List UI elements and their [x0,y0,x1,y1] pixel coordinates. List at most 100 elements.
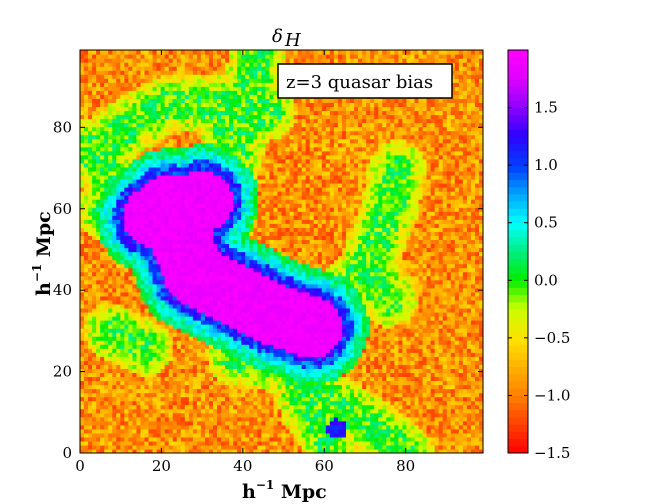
heatmap-cell [156,428,162,434]
heatmap-cell [160,428,166,434]
heatmap-cell [474,356,480,361]
heatmap-cell [430,283,436,289]
heatmap-cell [152,412,158,418]
heatmap-cell [188,408,194,414]
heatmap-cell [208,328,214,333]
heatmap-cell [337,279,343,285]
heatmap-cell [454,356,460,361]
heatmap-cell [164,303,170,309]
heatmap-cell [289,404,295,410]
heatmap-cell [237,384,242,390]
heatmap-cell [354,412,359,418]
heatmap-cell [108,283,113,289]
heatmap-cell [402,436,408,442]
heatmap-cell [261,416,266,422]
heatmap-cell [458,299,464,305]
heatmap-cell [418,400,424,406]
heatmap-cell [398,259,403,265]
heatmap-cell [470,400,476,406]
heatmap-cell [225,400,230,406]
heatmap-cell [196,392,202,398]
heatmap-cell [112,432,117,438]
heatmap-cell [378,376,383,382]
heatmap-cell [309,412,315,418]
heatmap-cell [120,388,125,394]
heatmap-cell [333,324,339,329]
heatmap-cell [84,287,89,293]
heatmap-cell [212,287,218,293]
heatmap-cell [281,420,287,426]
heatmap-cell [269,311,275,317]
heatmap-cell [84,424,89,430]
heatmap-cell [253,255,258,261]
heatmap-cell [148,444,154,450]
heatmap-cell [426,271,432,277]
heatmap-cell [333,384,339,390]
heatmap-cell [148,287,154,293]
heatmap-cell [370,299,375,305]
heatmap-cell [245,291,250,297]
heatmap-cell [341,279,347,285]
heatmap-cell [398,408,403,414]
heatmap-cell [277,364,283,369]
heatmap-cell [414,332,420,337]
heatmap-cell [172,259,178,265]
heatmap-cell [108,448,113,453]
heatmap-cell [136,384,142,390]
heatmap-cell [466,360,472,365]
heatmap-cell [422,311,428,317]
heatmap-cell [132,251,138,257]
heatmap-cell [132,336,138,341]
heatmap-cell [124,392,129,398]
heatmap-cell [92,376,97,382]
heatmap-cell [317,340,323,345]
heatmap-cell [450,404,456,410]
heatmap-cell [422,428,428,434]
heatmap-cell [321,368,327,373]
heatmap-cell [156,340,162,345]
heatmap-cell [281,295,287,301]
heatmap-cell [398,380,403,386]
heatmap-cell [390,372,395,378]
heatmap-cell [140,444,146,450]
heatmap-cell [88,259,93,265]
heatmap-cell [148,295,154,301]
heatmap-cell [402,336,408,341]
heatmap-cell [297,336,303,341]
heatmap-cell [386,324,391,329]
heatmap-cell [402,259,408,265]
heatmap-cell [180,324,186,329]
heatmap-cell [192,320,198,325]
heatmap-cell [358,275,363,281]
heatmap-cell [160,448,166,453]
heatmap-cell [358,320,363,325]
heatmap-cell [168,348,174,353]
heatmap-cell [297,251,303,257]
heatmap-cell [362,295,367,301]
heatmap-cell [378,303,383,309]
heatmap-cell [217,380,222,386]
heatmap-cell [374,299,379,305]
heatmap-cell [414,320,420,325]
heatmap-cell [390,295,395,301]
heatmap-cell [108,328,113,333]
heatmap-cell [180,267,186,273]
heatmap-cell [249,396,254,402]
heatmap-cell [225,444,230,450]
heatmap-cell [204,368,210,373]
heatmap-cell [84,275,89,281]
heatmap-cell [273,440,279,446]
heatmap-cell [402,340,408,345]
heatmap-cell [92,324,97,329]
heatmap-cell [426,251,432,257]
heatmap-cell [358,291,363,297]
heatmap-cell [148,388,154,394]
heatmap-cell [358,404,363,410]
heatmap-cell [249,328,254,333]
heatmap-cell [88,364,93,369]
heatmap-cell [386,267,391,273]
heatmap-cell [337,360,343,365]
heatmap-cell [273,320,279,325]
heatmap-cell [414,388,420,394]
heatmap-cell [414,412,420,418]
